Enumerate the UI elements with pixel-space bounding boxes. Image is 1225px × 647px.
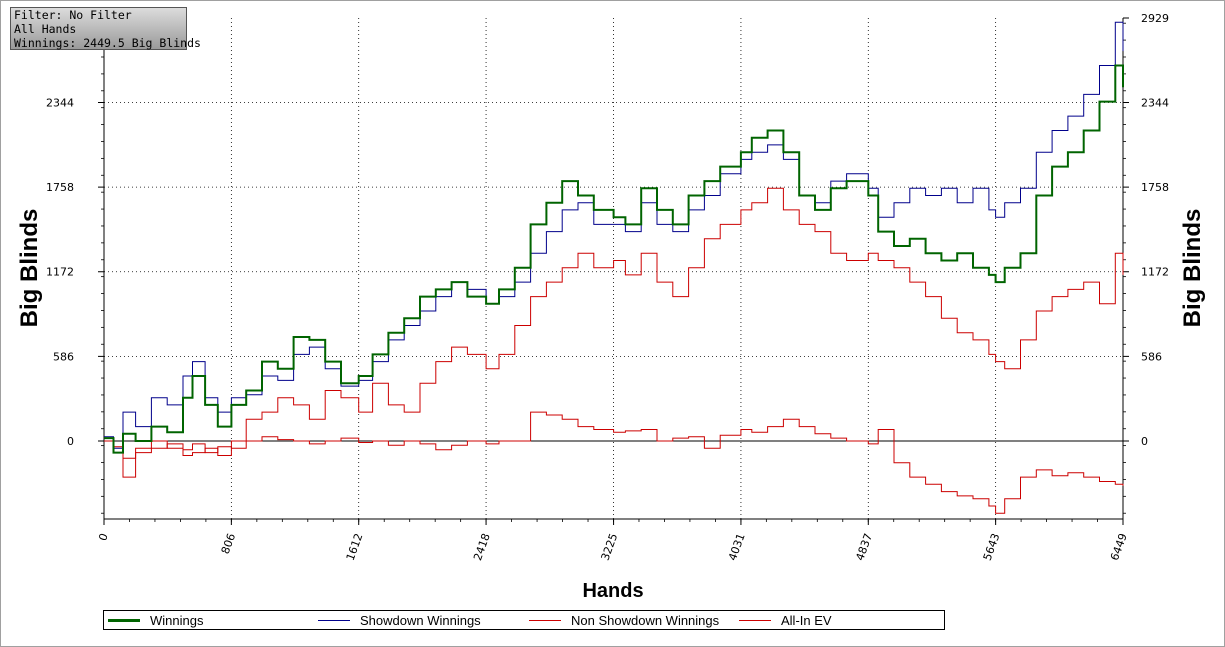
y-tick-label-left: 586 <box>53 350 74 363</box>
series-line-winnings <box>104 64 1124 454</box>
x-tick-label: 3225 <box>599 532 621 563</box>
legend-swatch-non-showdown <box>529 619 561 621</box>
series-line-non-showdown-winnings <box>104 411 1124 514</box>
hands-line: All Hands <box>14 22 77 36</box>
legend: Winnings Showdown Winnings Non Showdown … <box>103 610 945 630</box>
x-tick-label: 6449 <box>1108 532 1130 563</box>
filter-line: Filter: No Filter <box>14 8 132 22</box>
y-tick-label-right: 0 <box>1141 435 1148 448</box>
legend-label: Winnings <box>150 612 204 628</box>
y-tick-label-right: 2344 <box>1141 96 1169 109</box>
legend-item-winnings: Winnings <box>108 611 203 629</box>
y-tick-label-left: 1758 <box>46 181 74 194</box>
x-tick-label: 0 <box>96 532 111 543</box>
x-tick-label: 806 <box>219 532 238 556</box>
legend-item-allin-ev: All-In EV <box>739 611 832 629</box>
x-tick-label: 4837 <box>853 532 875 563</box>
axes <box>98 17 1129 525</box>
x-axis-label: Hands <box>582 580 644 602</box>
tick-labels: 0 806 1612 2418 3225 4031 4837 5643 6449 0 0 586 586… <box>46 12 1169 562</box>
x-tick-label: 2418 <box>471 532 493 563</box>
legend-label: Showdown Winnings <box>360 612 481 628</box>
legend-swatch-allin-ev <box>739 619 771 621</box>
x-tick-label: 5643 <box>981 532 1003 563</box>
legend-item-non-showdown: Non Showdown Winnings <box>529 611 719 629</box>
x-tick-label: 1612 <box>344 532 366 563</box>
legend-label: Non Showdown Winnings <box>571 612 720 628</box>
filter-info-box: Filter: No Filter All Hands Winnings: 24… <box>10 7 201 50</box>
grid <box>104 18 1123 519</box>
legend-label: All-In EV <box>781 612 832 628</box>
y-tick-label-right: 1758 <box>1141 181 1169 194</box>
y-tick-label-right: 1172 <box>1141 266 1169 279</box>
legend-swatch-winnings <box>108 618 140 622</box>
series-lines <box>104 21 1124 514</box>
x-tick-label: 4031 <box>726 532 748 563</box>
y-axis-label-left: Big Blinds <box>16 208 43 328</box>
y-tick-label-left: 1172 <box>46 266 74 279</box>
y-tick-label-left: 0 <box>67 435 74 448</box>
legend-swatch-showdown <box>318 619 350 621</box>
series-line-showdown-winnings <box>104 21 1124 449</box>
winnings-line: Winnings: 2449.5 Big Blinds <box>14 36 201 50</box>
series-line-all-in-ev <box>104 187 1124 478</box>
y-tick-label-right: 586 <box>1141 350 1162 363</box>
legend-item-showdown: Showdown Winnings <box>318 611 481 629</box>
y-axis-label-right: Big Blinds <box>1179 208 1206 328</box>
y-tick-label-right: 2929 <box>1141 12 1169 25</box>
y-tick-label-left: 2344 <box>46 96 74 109</box>
